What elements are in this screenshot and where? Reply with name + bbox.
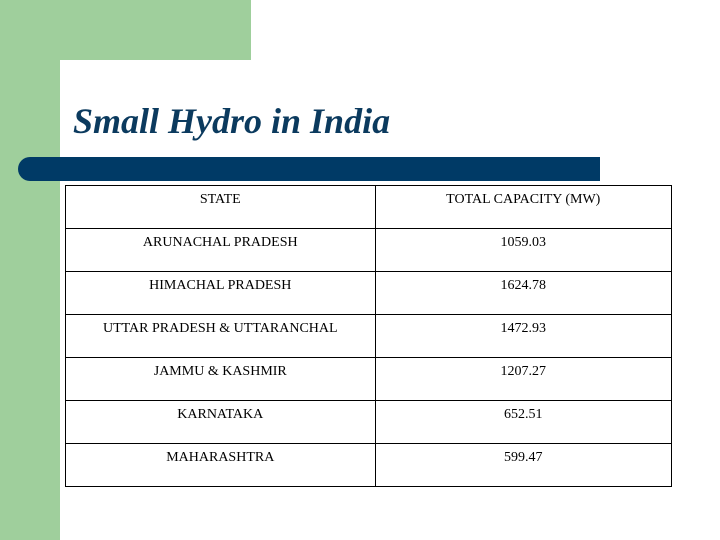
table-row: MAHARASHTRA 599.47 xyxy=(65,443,673,487)
state-cell: MAHARASHTRA xyxy=(65,443,376,487)
slide-title: Small Hydro in India xyxy=(73,101,391,141)
table-row: JAMMU & KASHMIR 1207.27 xyxy=(65,357,673,401)
state-cell: HIMACHAL PRADESH xyxy=(65,271,376,315)
state-cell: JAMMU & KASHMIR xyxy=(65,357,376,401)
capacity-cell: 599.47 xyxy=(374,443,673,487)
state-cell: UTTAR PRADESH & UTTARANCHAL xyxy=(65,314,376,358)
capacity-table: STATE TOTAL CAPACITY (MW) ARUNACHAL PRAD… xyxy=(65,185,673,487)
capacity-cell: 1472.93 xyxy=(374,314,673,358)
state-cell: ARUNACHAL PRADESH xyxy=(65,228,376,272)
rounded-corner-decoration xyxy=(60,60,120,120)
table-header-row: STATE TOTAL CAPACITY (MW) xyxy=(65,185,673,229)
table-row: ARUNACHAL PRADESH 1059.03 xyxy=(65,228,673,272)
capacity-cell: 652.51 xyxy=(374,400,673,444)
capacity-cell: 1624.78 xyxy=(374,271,673,315)
title-underline-bar xyxy=(18,157,600,181)
left-accent-bar xyxy=(0,0,60,540)
capacity-cell: 1207.27 xyxy=(374,357,673,401)
table-row: UTTAR PRADESH & UTTARANCHAL 1472.93 xyxy=(65,314,673,358)
header-state: STATE xyxy=(65,185,376,229)
top-accent-block xyxy=(60,0,251,60)
header-total-capacity: TOTAL CAPACITY (MW) xyxy=(374,185,673,229)
table-row: HIMACHAL PRADESH 1624.78 xyxy=(65,271,673,315)
table-row: KARNATAKA 652.51 xyxy=(65,400,673,444)
capacity-cell: 1059.03 xyxy=(374,228,673,272)
state-cell: KARNATAKA xyxy=(65,400,376,444)
